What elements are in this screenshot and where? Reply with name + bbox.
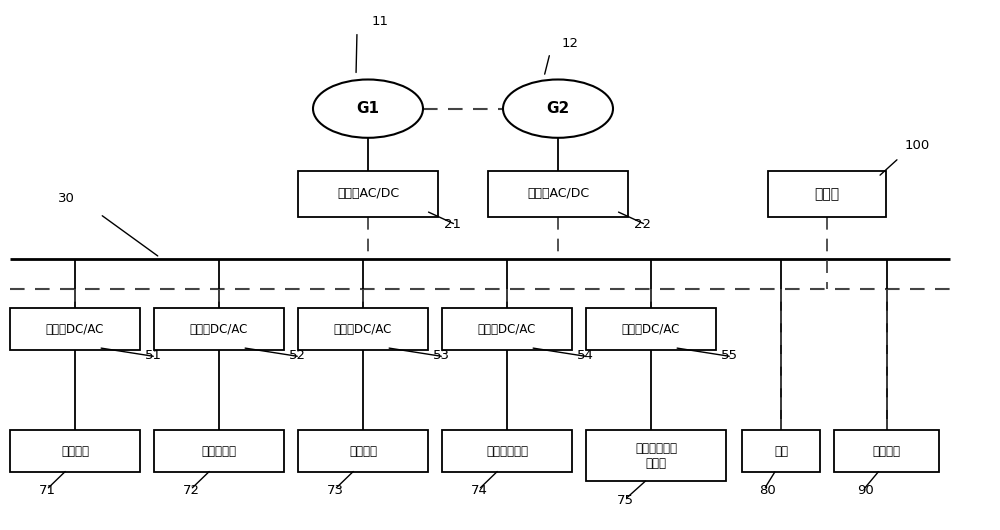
Text: 储能: 储能: [774, 445, 788, 457]
FancyBboxPatch shape: [742, 430, 820, 472]
Text: G2: G2: [546, 101, 570, 116]
FancyBboxPatch shape: [442, 430, 572, 472]
Text: 生活用电等其
它负荷: 生活用电等其 它负荷: [635, 442, 677, 470]
Text: 逆变器DC/AC: 逆变器DC/AC: [478, 323, 536, 335]
Text: 逆变器DC/AC: 逆变器DC/AC: [190, 323, 248, 335]
Text: 11: 11: [372, 15, 389, 29]
Text: 逆变器DC/AC: 逆变器DC/AC: [334, 323, 392, 335]
FancyBboxPatch shape: [834, 430, 939, 472]
Circle shape: [313, 80, 423, 138]
Text: 52: 52: [289, 349, 306, 363]
Text: 54: 54: [577, 349, 594, 363]
FancyBboxPatch shape: [586, 430, 726, 481]
Text: 控制器: 控制器: [814, 187, 840, 201]
Text: 整流器AC/DC: 整流器AC/DC: [337, 188, 399, 200]
Text: 逆变器DC/AC: 逆变器DC/AC: [46, 323, 104, 335]
Text: 22: 22: [634, 218, 651, 231]
FancyBboxPatch shape: [154, 430, 284, 472]
FancyBboxPatch shape: [154, 308, 284, 350]
Text: 51: 51: [145, 349, 162, 363]
Text: 12: 12: [562, 37, 579, 50]
Text: 71: 71: [39, 484, 56, 497]
Circle shape: [503, 80, 613, 138]
Text: 55: 55: [721, 349, 738, 363]
Text: 53: 53: [433, 349, 450, 363]
Text: 泥浆泵电机: 泥浆泵电机: [202, 445, 237, 457]
Text: 100: 100: [905, 139, 930, 153]
Text: 电阻制动: 电阻制动: [872, 445, 900, 457]
FancyBboxPatch shape: [442, 308, 572, 350]
Text: 75: 75: [617, 493, 634, 507]
Text: 80: 80: [759, 484, 776, 497]
Text: 其它负载电机: 其它负载电机: [486, 445, 528, 457]
Text: 绞车电机: 绞车电机: [349, 445, 377, 457]
FancyBboxPatch shape: [298, 308, 428, 350]
FancyBboxPatch shape: [586, 308, 716, 350]
Text: 顶驱电机: 顶驱电机: [61, 445, 89, 457]
FancyBboxPatch shape: [10, 430, 140, 472]
Text: 整流器AC/DC: 整流器AC/DC: [527, 188, 589, 200]
Text: 30: 30: [58, 192, 75, 206]
FancyBboxPatch shape: [488, 171, 628, 217]
Text: 逆变器DC/AC: 逆变器DC/AC: [622, 323, 680, 335]
Text: 21: 21: [444, 218, 461, 231]
Text: 90: 90: [857, 484, 874, 497]
FancyBboxPatch shape: [298, 430, 428, 472]
Text: 73: 73: [327, 484, 344, 497]
FancyBboxPatch shape: [768, 171, 886, 217]
FancyBboxPatch shape: [10, 308, 140, 350]
FancyBboxPatch shape: [298, 171, 438, 217]
Text: 74: 74: [471, 484, 487, 497]
Text: G1: G1: [356, 101, 380, 116]
Text: 72: 72: [183, 484, 200, 497]
